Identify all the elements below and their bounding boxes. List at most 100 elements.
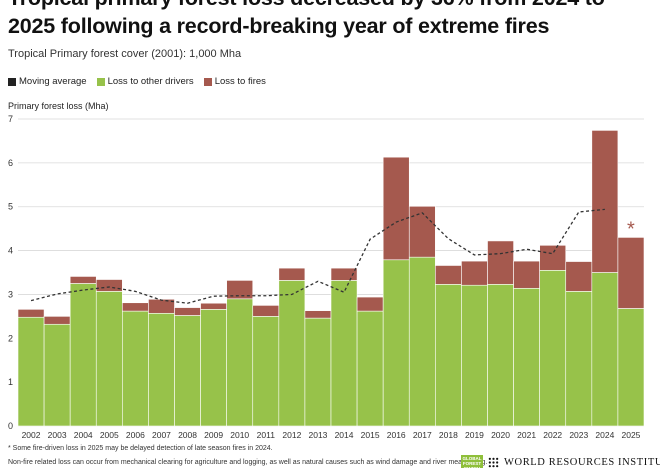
wri-name: WORLD RESOURCES INSTITUTE <box>504 457 660 468</box>
x-tick-2004: 2004 <box>74 430 93 440</box>
bars <box>17 130 645 427</box>
moving-average-line <box>30 208 605 304</box>
bar-other-drivers-2023 <box>565 291 593 427</box>
bar-other-drivers-2003 <box>43 323 71 427</box>
bar-fires-2006 <box>122 302 149 312</box>
bar-fires-2004 <box>69 276 97 284</box>
bar-fires-2012 <box>278 267 306 281</box>
bar-other-drivers-2009 <box>200 309 227 427</box>
x-tick-2018: 2018 <box>439 430 458 440</box>
bar-other-drivers-2024 <box>591 272 619 427</box>
bar-other-drivers-2012 <box>278 280 306 427</box>
bar-fires-2002 <box>17 309 45 318</box>
legend-swatch-moving-average <box>8 77 16 86</box>
x-tick-2008: 2008 <box>178 430 197 440</box>
bar-other-drivers-2013 <box>304 317 332 427</box>
bar-other-drivers-2014 <box>330 280 358 427</box>
bar-other-drivers-2010 <box>226 298 254 427</box>
x-tick-2023: 2023 <box>569 430 588 440</box>
bar-other-drivers-2006 <box>122 310 149 427</box>
y-tick-2: 2 <box>8 333 13 343</box>
bar-other-drivers-2015 <box>356 310 384 427</box>
y-tick-6: 6 <box>8 158 13 168</box>
bar-fires-2018 <box>435 265 462 285</box>
y-tick-1: 1 <box>8 377 13 387</box>
bar-fires-2020 <box>487 240 514 285</box>
legend-item-other-drivers: Loss to other drivers <box>96 76 194 87</box>
wri-branding: WORLD RESOURCES INSTITUTE <box>488 457 660 468</box>
y-tick-labels: 0 1 2 3 4 5 6 7 <box>8 114 13 431</box>
x-tick-2010: 2010 <box>230 430 249 440</box>
legend-swatch-fires <box>203 77 212 86</box>
y-axis-label: Primary forest loss (Mha) <box>8 101 109 111</box>
bar-other-drivers-2008 <box>174 315 201 427</box>
x-tick-2015: 2015 <box>361 430 380 440</box>
bar-fires-2016 <box>382 156 410 261</box>
bar-fires-2011 <box>252 305 280 317</box>
bar-fires-2008 <box>174 307 201 316</box>
y-tick-7: 7 <box>8 114 13 124</box>
legend-item-fires: Loss to fires <box>203 76 266 87</box>
x-tick-2013: 2013 <box>308 430 327 440</box>
chart-title: Tropical primary forest loss decreased b… <box>8 0 605 38</box>
x-tick-2022: 2022 <box>543 430 562 440</box>
legend-label-moving-average: Moving average <box>19 76 87 87</box>
x-tick-2024: 2024 <box>595 430 614 440</box>
x-tick-2006: 2006 <box>126 430 145 440</box>
bar-fires-2017 <box>408 205 436 258</box>
x-tick-2019: 2019 <box>465 430 484 440</box>
x-tick-2016: 2016 <box>387 430 406 440</box>
bar-other-drivers-2007 <box>148 312 175 427</box>
x-tick-2003: 2003 <box>48 430 67 440</box>
annotations: * <box>627 218 635 240</box>
x-tick-2021: 2021 <box>517 430 536 440</box>
y-tick-5: 5 <box>8 202 13 212</box>
bar-fires-2021 <box>513 260 540 289</box>
bar-fires-2009 <box>200 302 227 310</box>
annotation-asterisk-2025: * <box>627 218 635 240</box>
wri-logo-icon <box>488 457 499 468</box>
footnote-asterisk: * Some fire-driven loss in 2025 may be d… <box>8 445 273 452</box>
bar-other-drivers-2002 <box>17 316 45 427</box>
footnote-drivers: Non-fire related loss can occur from mec… <box>8 459 488 466</box>
x-tick-2020: 2020 <box>491 430 510 440</box>
bar-fires-2019 <box>461 260 488 286</box>
bar-fires-2022 <box>539 245 567 271</box>
bar-other-drivers-2021 <box>513 287 540 427</box>
bar-fires-2013 <box>304 310 332 319</box>
x-tick-2017: 2017 <box>413 430 432 440</box>
moving-average-path <box>30 208 605 304</box>
bar-other-drivers-2018 <box>435 284 462 427</box>
bar-other-drivers-2017 <box>408 256 436 427</box>
x-tick-2011: 2011 <box>257 430 276 440</box>
bar-fires-2015 <box>356 296 384 312</box>
bar-fires-2003 <box>43 316 71 325</box>
legend-label-other-drivers: Loss to other drivers <box>107 76 194 87</box>
y-tick-4: 4 <box>8 246 13 256</box>
bar-fires-2007 <box>148 298 175 314</box>
bar-fires-2024 <box>591 130 619 273</box>
bar-fires-2010 <box>226 280 254 300</box>
bar-other-drivers-2005 <box>95 291 123 427</box>
legend-item-moving-average: Moving average <box>8 76 87 87</box>
x-tick-2012: 2012 <box>282 430 301 440</box>
bar-fires-2023 <box>565 261 593 292</box>
x-tick-2009: 2009 <box>204 430 223 440</box>
bar-fires-2025 <box>617 237 645 309</box>
bar-fires-2005 <box>95 279 123 292</box>
x-tick-2005: 2005 <box>100 430 119 440</box>
legend-label-fires: Loss to fires <box>214 76 266 87</box>
chart-subtitle: Tropical Primary forest cover (2001): 1,… <box>8 48 242 60</box>
x-tick-2002: 2002 <box>22 430 41 440</box>
bar-other-drivers-2011 <box>252 316 280 427</box>
x-tick-2025: 2025 <box>621 430 640 440</box>
bar-other-drivers-2019 <box>461 284 488 427</box>
legend: Moving average Loss to other drivers Los… <box>8 76 266 87</box>
bar-other-drivers-2025 <box>617 308 645 427</box>
gfw-logo: GLOBAL FOREST WATCH <box>461 455 483 471</box>
x-tick-2007: 2007 <box>152 430 171 440</box>
x-tick-2014: 2014 <box>335 430 354 440</box>
bar-other-drivers-2004 <box>69 283 97 427</box>
bar-other-drivers-2020 <box>487 284 514 427</box>
